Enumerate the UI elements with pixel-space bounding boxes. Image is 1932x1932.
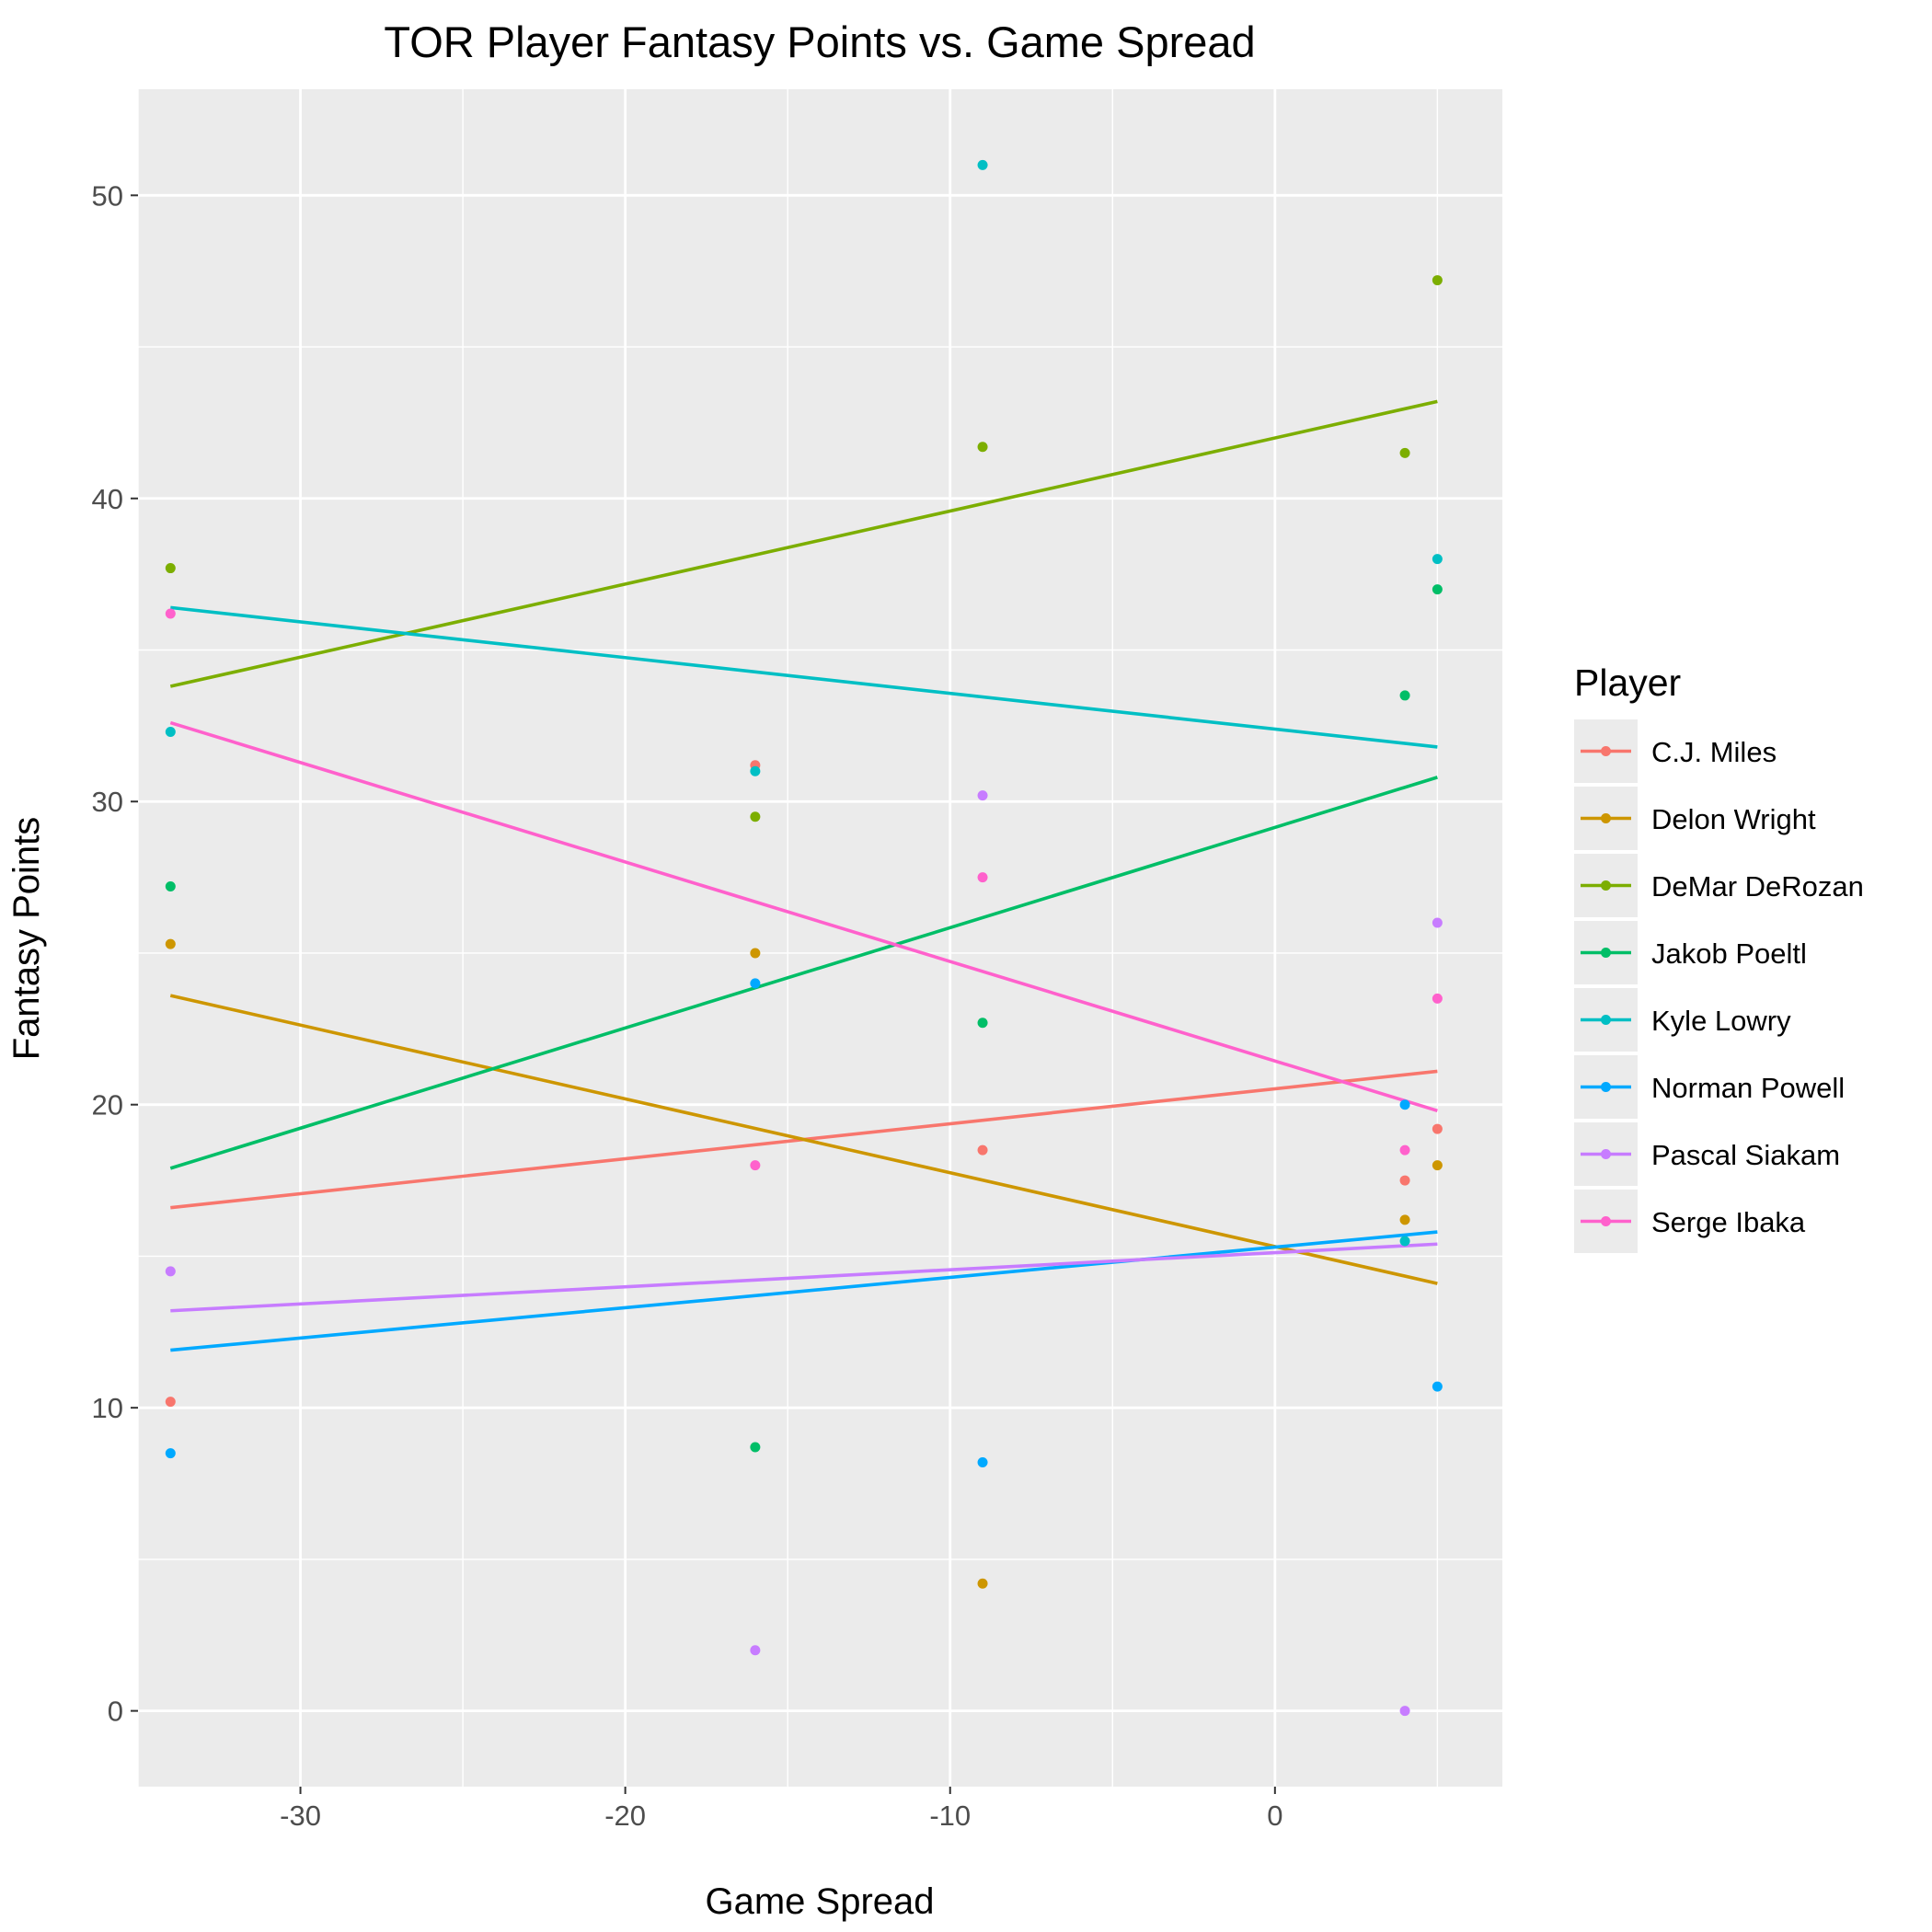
legend-item: Pascal Siakam (1574, 1122, 1840, 1186)
legend-label: Delon Wright (1651, 803, 1816, 835)
legend-label: Serge Ibaka (1651, 1206, 1806, 1238)
x-tick-label: -20 (604, 1800, 646, 1832)
legend-key-point (1601, 948, 1611, 958)
legend-item: DeMar DeRozan (1574, 854, 1864, 917)
trend-lines (169, 399, 1438, 1352)
data-point (750, 1645, 761, 1656)
y-tick-label: 20 (92, 1089, 123, 1121)
data-point (1432, 584, 1443, 595)
trend-line (169, 994, 1438, 1285)
y-tick-label: 30 (92, 786, 123, 818)
x-tick-label: -30 (280, 1800, 321, 1832)
data-point (977, 1456, 988, 1467)
y-tick-label: 0 (108, 1696, 123, 1728)
legend-label: Kyle Lowry (1651, 1005, 1791, 1037)
legend-item: Jakob Poeltl (1574, 921, 1807, 984)
trend-line (170, 1230, 1438, 1352)
legend-item: Kyle Lowry (1574, 988, 1791, 1052)
legend-title: Player (1574, 661, 1681, 704)
data-point (750, 978, 761, 989)
x-axis: -30 -20 -10 0 (280, 1787, 1282, 1832)
data-point (1399, 1099, 1410, 1110)
data-point (750, 811, 761, 822)
data-point (977, 872, 988, 883)
data-point (165, 608, 176, 619)
data-point (1399, 447, 1410, 458)
data-point (1399, 690, 1410, 701)
data-point (165, 880, 176, 891)
data-point (1432, 275, 1443, 286)
data-point (750, 1160, 761, 1171)
legend-label: C.J. Miles (1651, 736, 1777, 768)
data-point (165, 938, 176, 949)
legend: Player C.J. Miles Delon Wright DeMar DeRoz… (1574, 661, 1864, 1253)
data-point (1399, 1175, 1410, 1186)
y-tick-label: 40 (92, 483, 123, 515)
legend-key-point (1601, 746, 1611, 756)
y-tick-label: 50 (92, 179, 123, 212)
data-point (165, 1397, 176, 1408)
data-point (750, 1442, 761, 1453)
data-point (977, 159, 988, 170)
legend-key-point (1601, 1015, 1611, 1025)
grid-lines (137, 89, 1502, 1787)
trend-line (169, 720, 1438, 1113)
data-point (1399, 1144, 1410, 1156)
y-axis: 0 10 20 30 40 50 (92, 179, 138, 1728)
legend-label: DeMar DeRozan (1651, 870, 1864, 903)
data-point (165, 563, 176, 574)
legend-key-point (1601, 1149, 1611, 1159)
legend-items: C.J. Miles Delon Wright DeMar DeRozan Jakob… (1574, 719, 1864, 1253)
data-point (977, 1144, 988, 1156)
data-point (1399, 1214, 1410, 1225)
data-points (165, 159, 1443, 1717)
y-tick-label: 10 (92, 1392, 123, 1424)
data-point (1399, 1706, 1410, 1717)
legend-key-point (1601, 1082, 1611, 1092)
x-tick-label: -10 (929, 1800, 971, 1832)
data-point (165, 1266, 176, 1277)
legend-label: Jakob Poeltl (1651, 937, 1807, 970)
data-point (1432, 917, 1443, 928)
legend-item: Norman Powell (1574, 1055, 1845, 1119)
data-point (750, 765, 761, 776)
legend-key-point (1601, 813, 1611, 823)
data-point (1432, 1123, 1443, 1134)
legend-label: Norman Powell (1651, 1072, 1845, 1104)
x-axis-title: Game Spread (705, 1881, 934, 1922)
data-point (165, 1448, 176, 1459)
y-axis-title: Fantasy Points (6, 817, 47, 1061)
legend-item: Serge Ibaka (1574, 1190, 1806, 1253)
chart-title: TOR Player Fantasy Points vs. Game Sprea… (384, 17, 1255, 66)
trend-line (169, 776, 1438, 1170)
data-point (977, 442, 988, 453)
data-point (750, 948, 761, 959)
data-point (1432, 1160, 1443, 1171)
legend-label: Pascal Siakam (1651, 1139, 1840, 1171)
legend-key-point (1601, 880, 1611, 891)
data-point (1432, 554, 1443, 565)
trend-line (169, 399, 1438, 688)
trend-line (170, 1242, 1438, 1313)
data-point (977, 1018, 988, 1029)
trend-line (170, 605, 1438, 749)
plot-panel (138, 89, 1502, 1787)
data-point (977, 790, 988, 801)
legend-item: Delon Wright (1574, 787, 1816, 850)
data-point (977, 1578, 988, 1589)
x-tick-label: 0 (1267, 1800, 1282, 1832)
data-point (1399, 1236, 1410, 1247)
legend-key-point (1601, 1216, 1611, 1226)
data-point (1432, 993, 1443, 1004)
legend-item: C.J. Miles (1574, 719, 1777, 783)
data-point (1432, 1381, 1443, 1392)
data-point (165, 726, 176, 737)
